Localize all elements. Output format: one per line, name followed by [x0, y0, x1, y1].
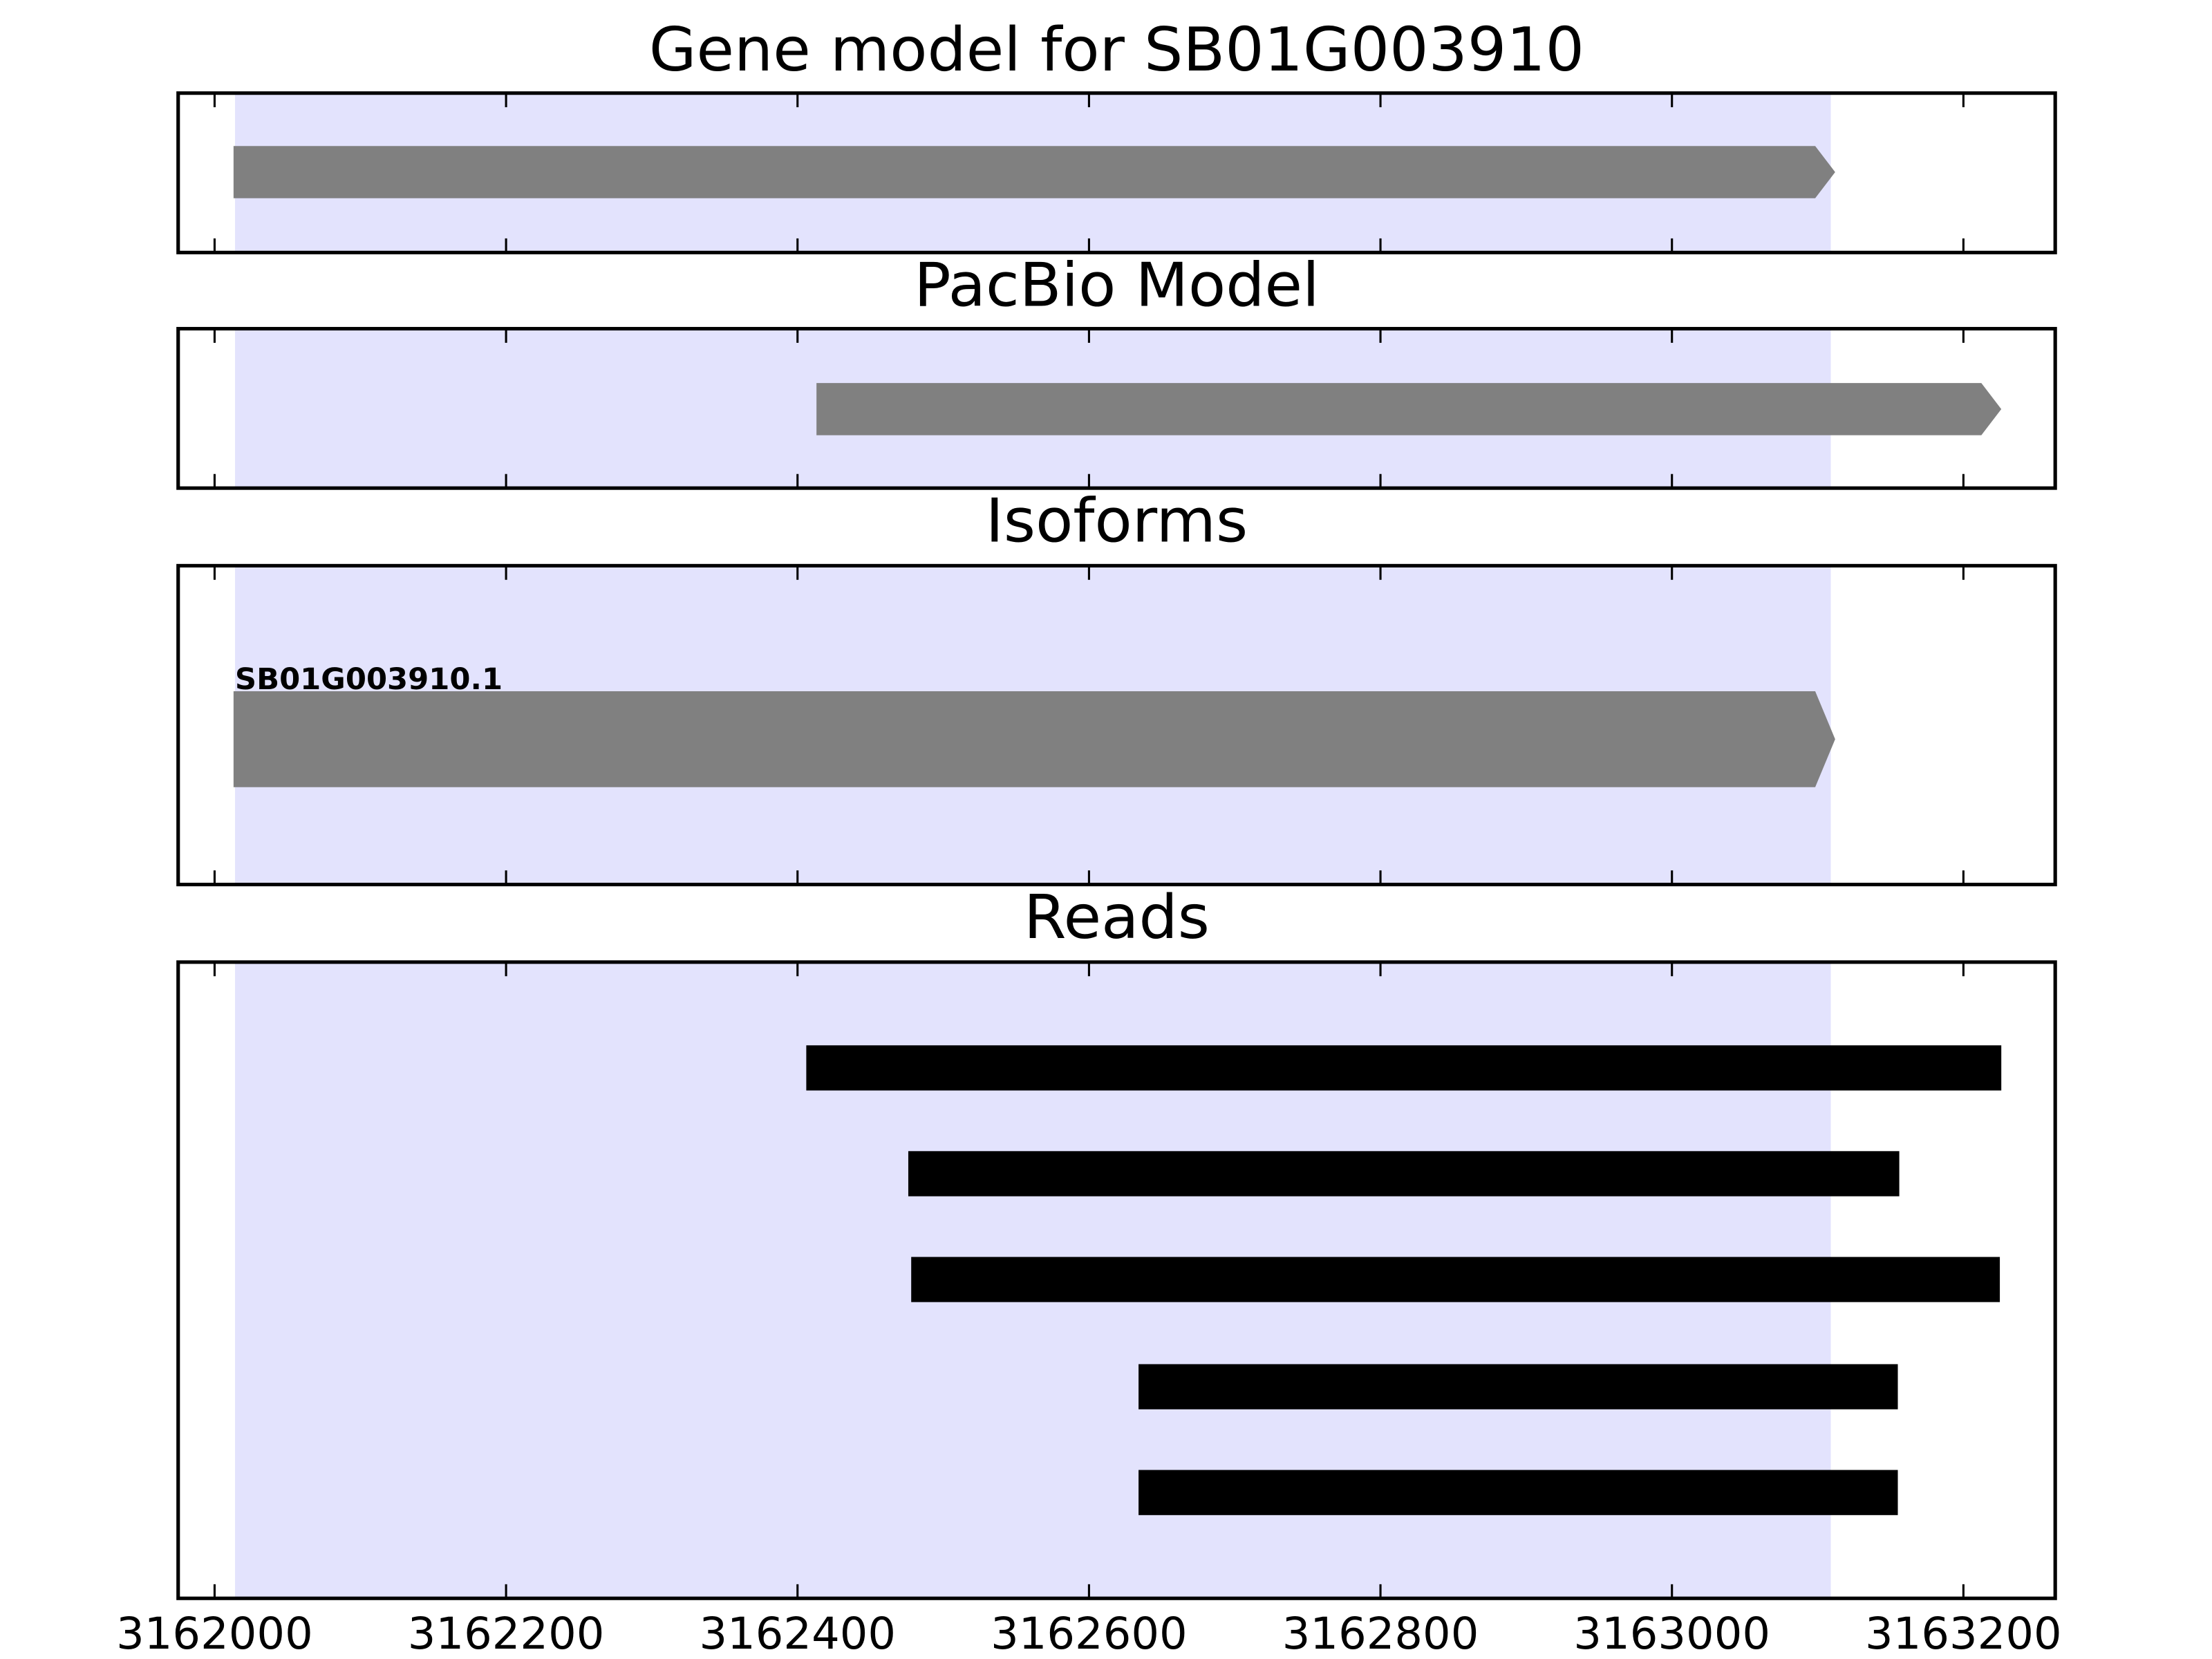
- x-tick-label: 3162200: [408, 1608, 605, 1659]
- feature: [233, 146, 1835, 198]
- read: [1138, 1470, 1898, 1515]
- panel-title: Gene model for SB01G003910: [649, 14, 1584, 84]
- x-tick-label: 3163200: [1865, 1608, 2062, 1659]
- feature-label: SB01G003910.1: [235, 662, 503, 697]
- panel-frame: [176, 563, 2057, 887]
- x-tick-label: 3163000: [1573, 1608, 1770, 1659]
- x-tick-label: 3162800: [1282, 1608, 1479, 1659]
- x-tick-label: 3162400: [699, 1608, 896, 1659]
- read: [1138, 1364, 1898, 1409]
- read: [908, 1151, 1900, 1197]
- feature: [233, 691, 1835, 787]
- x-tick-label: 3162600: [991, 1608, 1188, 1659]
- read: [911, 1257, 2000, 1302]
- panel-frame: [176, 91, 2057, 254]
- panel-title: Isoforms: [986, 485, 1248, 556]
- panel-frame: [176, 960, 2057, 1600]
- panel-title: Reads: [1024, 881, 1210, 952]
- feature: [816, 383, 2002, 435]
- panel-frame: [176, 326, 2057, 490]
- read: [806, 1045, 2002, 1091]
- panel-title: PacBio Model: [914, 250, 1320, 320]
- x-tick-label: 3162000: [116, 1608, 313, 1659]
